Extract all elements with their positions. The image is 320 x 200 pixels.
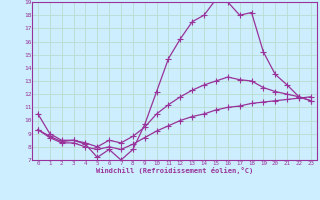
X-axis label: Windchill (Refroidissement éolien,°C): Windchill (Refroidissement éolien,°C)	[96, 167, 253, 174]
